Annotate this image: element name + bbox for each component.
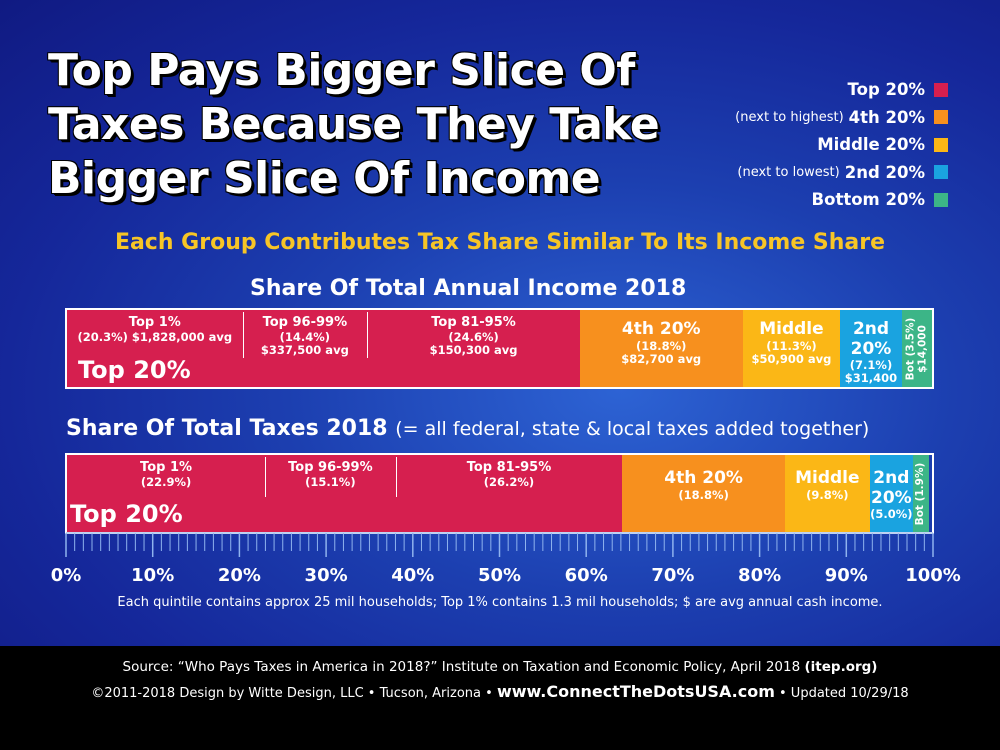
segment-divider: [265, 457, 267, 497]
credit-line: ©2011-2018 Design by Witte Design, LLC •…: [0, 682, 1000, 701]
updated-text: • Updated 10/29/18: [779, 686, 909, 701]
source-site: (itep.org): [804, 659, 878, 675]
income-segment-bottom: Bot (3.5%) $14,000: [901, 310, 932, 387]
segment-label: Top 96-99% (15.1%): [288, 460, 373, 489]
credit-text: ©2011-2018 Design by Witte Design, LLC •…: [91, 686, 493, 701]
segment-label: 4th 20% (18.8%): [664, 468, 743, 502]
site-link[interactable]: www.ConnectTheDotsUSA.com: [496, 682, 775, 701]
legend: Top 20% (next to highest) 4th 20% Middle…: [735, 76, 948, 214]
segment-label: 2nd 20% (7.1%) $31,400: [844, 319, 898, 386]
axis-tick-label: 50%: [478, 565, 521, 586]
legend-swatch: [934, 82, 948, 97]
legend-swatch: [934, 137, 948, 152]
income-segment-middle: Middle (11.3%) $50,900 avg: [742, 310, 841, 387]
taxes-top20-label: Top 20%: [70, 500, 183, 528]
legend-item-2nd20: (next to lowest) 2nd 20%: [735, 159, 948, 187]
axis-tick-label: 20%: [218, 565, 261, 586]
chart-title: Top Pays Bigger Slice Of Taxes Because T…: [48, 44, 728, 206]
axis-tick-label: 40%: [391, 565, 434, 586]
segment-divider: [242, 312, 244, 358]
taxes-stacked-bar: Top 1% (22.9%) Top 96-99% (15.1%) Top 81-95%…: [65, 453, 934, 534]
legend-note: (next to lowest): [737, 164, 840, 180]
legend-item-4th20: (next to highest) 4th 20%: [735, 104, 948, 132]
legend-label: 2nd 20%: [844, 162, 925, 182]
footer: Source: “Who Pays Taxes in America in 20…: [0, 646, 1000, 750]
segment-label: Bot (3.5%) $14,000: [904, 317, 928, 380]
tax-segment-4th-20pct: 4th 20% (18.8%): [622, 455, 785, 532]
income-segment-top-1pct: Top 1% (20.3%) $1,828,000 avg: [67, 310, 243, 387]
taxes-title-note: (= all federal, state & local taxes adde…: [395, 418, 870, 440]
tax-segment-top-1pct: Top 1% (22.9%): [67, 455, 266, 532]
legend-label: Top 20%: [847, 80, 925, 100]
title-line-3: Bigger Slice Of Income: [48, 153, 601, 204]
segment-divider: [395, 457, 397, 497]
segment-label: Top 1% (20.3%) $1,828,000 avg: [77, 315, 233, 344]
source-line: Source: “Who Pays Taxes in America in 20…: [0, 659, 1000, 675]
legend-swatch: [934, 165, 948, 180]
tax-segment-middle: Middle (9.8%): [784, 455, 870, 532]
legend-item-middle20: Middle 20%: [735, 131, 948, 159]
axis-tick-label: 10%: [131, 565, 174, 586]
segment-label: Middle (9.8%): [795, 468, 860, 502]
segment-label: Top 81-95% (26.2%): [466, 460, 552, 489]
axis-tick-label: 80%: [738, 565, 781, 586]
segment-label: Bot (1.9%): [914, 462, 927, 525]
segment-label: 4th 20% (18.8%) $82,700 avg: [621, 319, 702, 366]
legend-label: Middle 20%: [817, 135, 925, 155]
axis-tick-label: 0%: [51, 565, 82, 586]
tax-segment-bottom: Bot (1.9%): [912, 455, 930, 532]
income-segment-2nd-20pct: 2nd 20% (7.1%) $31,400: [840, 310, 902, 387]
legend-label: 4th 20%: [848, 107, 925, 127]
income-segment-top-81-95: Top 81-95% (24.6%) $150,300 avg: [367, 310, 580, 387]
legend-swatch: [934, 110, 948, 125]
legend-note: (next to highest): [735, 109, 844, 125]
title-line-2: Taxes Because They Take: [48, 99, 660, 150]
axis-tick-label: 30%: [305, 565, 348, 586]
income-segment-4th-20pct: 4th 20% (18.8%) $82,700 avg: [579, 310, 743, 387]
axis-tick-label: 100%: [905, 565, 961, 586]
income-top20-label: Top 20%: [78, 356, 191, 384]
legend-swatch: [934, 192, 948, 207]
axis-tick-label: 60%: [565, 565, 608, 586]
title-line-1: Top Pays Bigger Slice Of: [48, 45, 635, 96]
segment-label: 2nd 20% (5.0%): [870, 468, 913, 522]
tax-segment-top-96-99: Top 96-99% (15.1%): [265, 455, 396, 532]
source-text: Source: “Who Pays Taxes in America in 20…: [122, 659, 801, 675]
x-axis: 0% 10% 20% 30% 40% 50% 60% 70% 80% 90% 100%: [51, 532, 961, 586]
segment-label: Top 81-95% (24.6%) $150,300 avg: [429, 315, 518, 358]
axis-tick-label: 70%: [651, 565, 694, 586]
tax-segment-top-81-95: Top 81-95% (26.2%): [395, 455, 623, 532]
tax-segment-2nd-20pct: 2nd 20% (5.0%): [869, 455, 913, 532]
income-segment-top-96-99: Top 96-99% (14.4%) $337,500 avg: [242, 310, 368, 387]
legend-item-bottom20: Bottom 20%: [735, 186, 948, 214]
income-stacked-bar: Top 1% (20.3%) $1,828,000 avg Top 96-99% (1…: [65, 308, 934, 389]
chart-subtitle: Each Group Contributes Tax Share Similar…: [114, 230, 886, 255]
segment-divider: [367, 312, 369, 358]
income-chart-title: Share Of Total Annual Income 2018: [250, 276, 687, 301]
footnote: Each quintile contains approx 25 mil hou…: [117, 595, 883, 610]
taxes-chart-title: Share Of Total Taxes 2018 (= all federal…: [66, 416, 869, 441]
axis-tick-label: 90%: [825, 565, 868, 586]
segment-label: Top 96-99% (14.4%) $337,500 avg: [260, 315, 349, 358]
legend-label: Bottom 20%: [811, 190, 925, 210]
taxes-title-text: Share Of Total Taxes 2018: [66, 416, 388, 441]
segment-label: Middle (11.3%) $50,900 avg: [751, 319, 832, 366]
legend-item-top20: Top 20%: [735, 76, 948, 104]
segment-label: Top 1% (22.9%): [140, 460, 193, 489]
